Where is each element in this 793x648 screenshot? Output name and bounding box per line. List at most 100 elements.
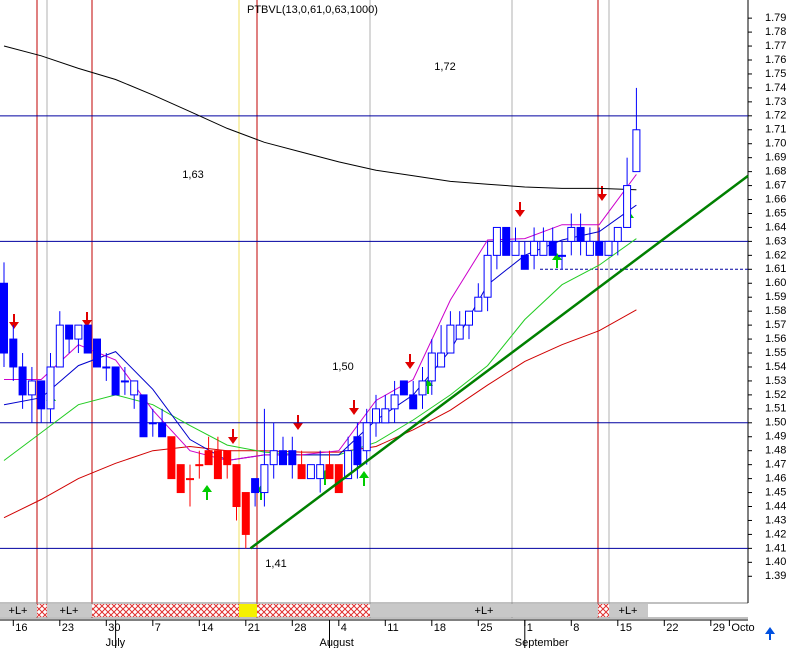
- strip-label: +L+: [619, 605, 638, 617]
- candle-body: [511, 240, 520, 256]
- candle-body: [130, 380, 139, 396]
- level-label: 1,72: [434, 61, 455, 73]
- y-tick-label: 1.61: [765, 263, 786, 275]
- y-tick-label: 1.44: [765, 500, 786, 512]
- y-tick-label: 1.62: [765, 249, 786, 261]
- candle-body: [344, 450, 353, 480]
- y-tick-label: 1.46: [765, 473, 786, 485]
- x-tick-label: 29: [713, 622, 725, 634]
- candle-body: [604, 240, 613, 256]
- y-tick-label: 1.58: [765, 305, 786, 317]
- scroll-arrow[interactable]: [765, 627, 775, 640]
- candle-body: [46, 366, 55, 410]
- candle-body: [148, 422, 157, 425]
- candle-body: [204, 450, 213, 466]
- y-tick-label: 1.78: [765, 26, 786, 38]
- candle-body: [455, 324, 464, 340]
- y-tick-label: 1.48: [765, 445, 786, 457]
- candle-body: [27, 380, 36, 396]
- level-label: 1,63: [182, 169, 203, 181]
- candle-body: [251, 478, 260, 494]
- y-tick-label: 1.76: [765, 54, 786, 66]
- candle-body: [176, 464, 185, 494]
- y-tick-label: 1.67: [765, 179, 786, 191]
- event-lines: [36, 0, 610, 618]
- candle-body: [269, 450, 278, 466]
- y-tick-label: 1.39: [765, 570, 786, 582]
- month-label: August: [320, 637, 354, 648]
- strip-label: +L+: [475, 605, 494, 617]
- candle-body: [567, 226, 576, 242]
- candle-body: [474, 296, 483, 312]
- candle-body: [632, 129, 641, 173]
- moving-average: [3, 45, 637, 191]
- chart-title: PTBVL(13,0,61,0,63,1000): [247, 4, 378, 16]
- y-tick-label: 1.59: [765, 291, 786, 303]
- y-tick-label: 1.66: [765, 193, 786, 205]
- x-tick-label: 1: [527, 622, 533, 634]
- y-tick-label: 1.45: [765, 486, 786, 498]
- candle-body: [418, 380, 427, 396]
- candle-body: [381, 408, 390, 424]
- candle-body: [120, 380, 129, 383]
- candle-body: [306, 464, 315, 480]
- strip-label: +L+: [9, 605, 28, 617]
- candle-body: [530, 240, 539, 256]
- candle-body: [223, 450, 232, 466]
- candle-body: [623, 185, 632, 228]
- y-tick-label: 1.53: [765, 375, 786, 387]
- candle-body: [427, 352, 436, 382]
- candle-body: [241, 492, 250, 535]
- y-tick-label: 1.40: [765, 556, 786, 568]
- trend-strip: [0, 602, 748, 619]
- candle-body: [558, 254, 566, 257]
- x-tick-label: 14: [201, 622, 213, 634]
- candle-body: [65, 324, 74, 340]
- level-label: 1,50: [332, 361, 353, 373]
- y-tick-label: 1.43: [765, 514, 786, 526]
- candle-body: [585, 240, 594, 256]
- candle-body: [409, 394, 418, 410]
- x-tick-label: 18: [434, 622, 446, 634]
- y-tick-label: 1.65: [765, 207, 786, 219]
- y-tick-label: 1.70: [765, 138, 786, 150]
- candle-body: [93, 338, 101, 368]
- candle-body: [9, 338, 18, 368]
- candle-body: [362, 422, 371, 452]
- y-tick-label: 1.42: [765, 528, 786, 540]
- month-label: July: [106, 637, 126, 648]
- candle-body: [0, 282, 8, 354]
- candle-body: [539, 240, 548, 256]
- candle-body: [334, 464, 343, 494]
- candle-body: [548, 240, 557, 256]
- candle-body: [74, 324, 83, 340]
- x-tick-label: 15: [620, 622, 632, 634]
- candle-body: [260, 464, 269, 494]
- candle-body: [139, 394, 148, 438]
- candle-body: [520, 254, 529, 270]
- y-tick-label: 1.60: [765, 277, 786, 289]
- candle-body: [297, 464, 306, 480]
- x-tick-label: 30: [108, 622, 120, 634]
- x-tick-label: 23: [62, 622, 74, 634]
- candle-body: [613, 226, 622, 242]
- candle-body: [576, 226, 585, 242]
- x-tick-label: 21: [248, 622, 260, 634]
- y-tick-label: 1.56: [765, 333, 786, 345]
- y-tick-label: 1.50: [765, 417, 786, 429]
- x-tick-label: 11: [387, 622, 398, 634]
- candle-body: [111, 366, 120, 396]
- y-tick-label: 1.69: [765, 152, 786, 164]
- y-tick-label: 1.49: [765, 431, 786, 443]
- x-tick-label: 16: [15, 622, 27, 634]
- candle-body: [399, 380, 408, 396]
- candle-body: [279, 450, 287, 466]
- candle-body: [595, 240, 604, 256]
- candle-body: [465, 310, 473, 326]
- y-tick-label: 1.68: [765, 166, 786, 178]
- candle-body: [492, 226, 501, 256]
- y-tick-label: 1.73: [765, 96, 786, 108]
- y-tick-label: 1.51: [765, 403, 786, 415]
- y-tick-label: 1.77: [765, 40, 786, 52]
